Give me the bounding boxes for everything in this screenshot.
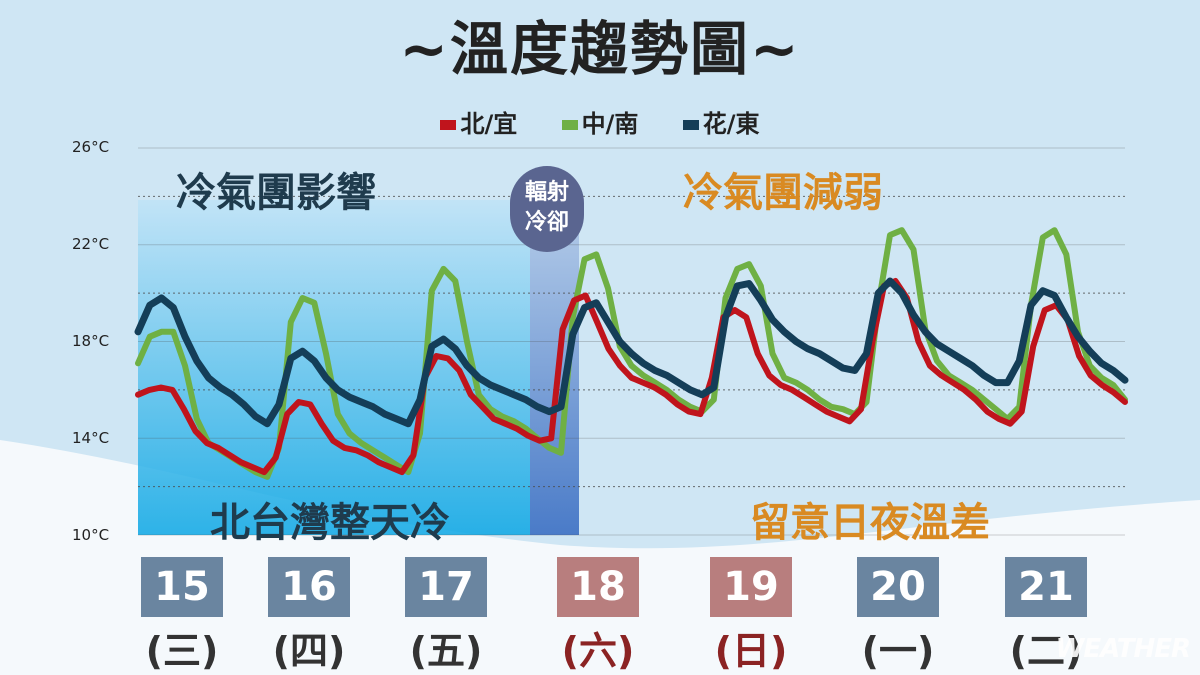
annotation-cold-weak: 冷氣團減弱: [683, 170, 883, 216]
weekday-label: (三): [145, 629, 219, 673]
series-lines: [134, 227, 1129, 480]
legend: 北/宜 中/南 花/東: [0, 104, 1200, 139]
weekday-label: (一): [861, 629, 935, 673]
y-tick-label: 26°C: [72, 138, 110, 156]
date-badge: 16: [268, 557, 350, 617]
legend-item-north: 北/宜: [440, 104, 517, 139]
weekday-label: (五): [409, 629, 483, 673]
weekday-label: (四): [272, 629, 346, 673]
annotation-cold-mass: 冷氣團影響: [176, 170, 376, 216]
y-tick-label: 10°C: [72, 526, 110, 544]
date-badge: 19: [710, 557, 792, 617]
weekday-label: (六): [561, 629, 635, 673]
weekday-label: (日): [714, 629, 788, 673]
annotation-diurnal: 留意日夜溫差: [750, 500, 990, 546]
radiative-cooling-bubble: 輻射冷卻: [510, 166, 584, 252]
chart-title: ~溫度趨勢圖~: [399, 15, 801, 83]
legend-swatch: [440, 120, 457, 130]
date-badge: 18: [557, 557, 639, 617]
date-badge: 20: [857, 557, 939, 617]
legend-swatch: [682, 120, 699, 130]
legend-item-east: 花/東: [682, 104, 760, 139]
weekday-label: (二): [1009, 629, 1083, 673]
legend-item-central: 中/南: [561, 104, 638, 139]
annotation-north-cold: 北台灣整天冷: [210, 500, 450, 546]
date-badge: 17: [405, 557, 487, 617]
y-tick-label: 18°C: [72, 332, 110, 350]
y-tick-label: 22°C: [72, 235, 110, 253]
y-tick-label: 14°C: [72, 429, 110, 447]
legend-swatch: [561, 120, 578, 130]
grid-lines: [138, 147, 1125, 536]
series-line-central: [135, 227, 1128, 480]
watermark: WEATHER: [1055, 634, 1191, 664]
series-line-east: [134, 277, 1129, 428]
date-badge: 15: [141, 557, 223, 617]
series-line-north: [135, 278, 1128, 476]
date-badge: 21: [1005, 557, 1087, 617]
